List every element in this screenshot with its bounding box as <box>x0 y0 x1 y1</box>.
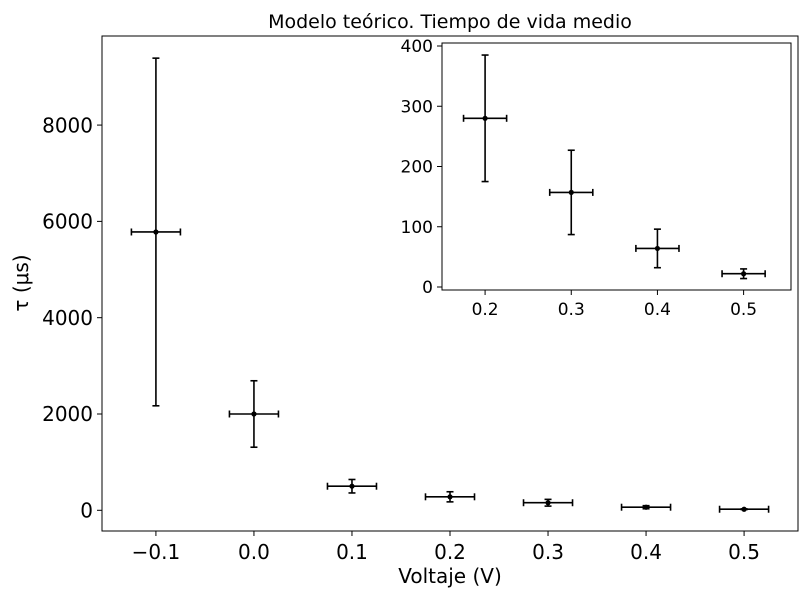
main-data-point <box>545 500 551 506</box>
main-data-point <box>349 483 355 489</box>
main-data-point <box>251 411 257 417</box>
inset-y-tick-label: 100 <box>401 218 433 238</box>
main-x-tick-label: −0.1 <box>132 540 181 564</box>
inset-y-tick-label: 300 <box>401 97 433 117</box>
x-axis-label: Voltaje (V) <box>398 564 502 588</box>
inset-y-tick-label: 0 <box>422 278 433 298</box>
main-y-tick-label: 0 <box>80 498 93 522</box>
inset-plot-background <box>442 43 791 290</box>
main-data-point <box>153 229 159 235</box>
inset-x-tick-label: 0.4 <box>644 300 671 320</box>
main-x-tick-label: 0.5 <box>728 540 760 564</box>
main-axes-frame <box>101 35 799 532</box>
inset-y-tick-label: 200 <box>401 158 433 178</box>
main-data-point <box>447 494 453 500</box>
inset-data-point <box>741 271 747 277</box>
inset-x-tick-label: 0.5 <box>730 300 757 320</box>
main-data-point <box>741 506 747 512</box>
main-data-point <box>643 504 649 510</box>
main-x-tick-label: 0.2 <box>434 540 466 564</box>
chart-title: Modelo teórico. Tiempo de vida medio <box>268 11 632 33</box>
y-axis-label: τ (μs) <box>9 254 33 311</box>
main-x-tick-label: 0.4 <box>630 540 662 564</box>
inset-plot: 0.2 0.3 0.4 0.5 0 100 200 300 400 <box>401 37 792 320</box>
inset-axes-frame <box>441 42 792 291</box>
main-x-tick-label: 0.3 <box>532 540 564 564</box>
inset-data-point <box>568 189 574 196</box>
main-y-tick-label: 2000 <box>42 402 93 426</box>
inset-y-tick-label: 400 <box>401 37 433 57</box>
inset-data-point <box>654 245 661 252</box>
main-y-tick-label: 4000 <box>42 306 93 330</box>
main-x-tick-label: 0.0 <box>238 540 270 564</box>
inset-x-tick-label: 0.2 <box>472 300 499 320</box>
inset-data-point <box>482 115 488 121</box>
main-x-tick-label: 0.1 <box>336 540 368 564</box>
main-y-tick-label: 6000 <box>42 210 93 234</box>
main-y-tick-label: 8000 <box>42 113 93 137</box>
inset-x-tick-label: 0.3 <box>558 300 585 320</box>
